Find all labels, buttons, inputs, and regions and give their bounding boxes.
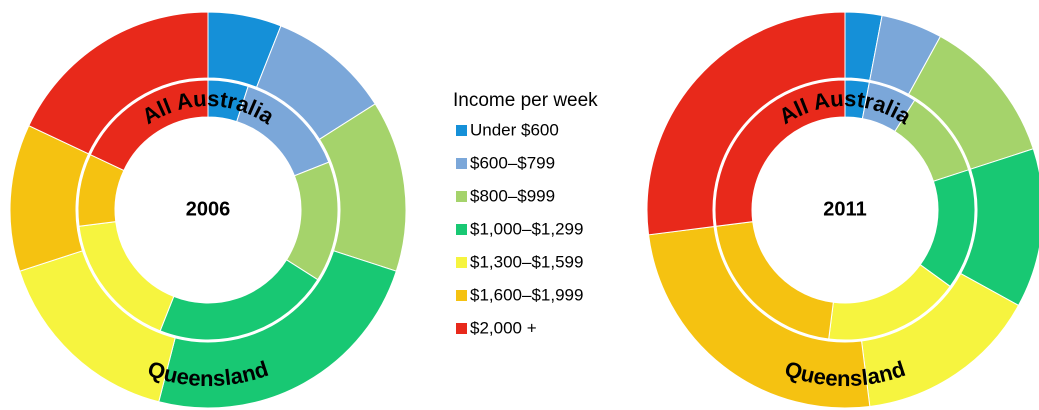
ring-segment [158, 250, 397, 409]
legend-label: $1,600–$1,999 [470, 285, 583, 304]
legend-label: $1,300–$1,599 [470, 252, 583, 271]
legend-swatch [456, 191, 467, 202]
legend-label: $800–$999 [470, 186, 555, 205]
legend-label: Under $600 [470, 120, 559, 139]
legend-swatch [456, 257, 467, 268]
ring-segment [646, 11, 846, 236]
legend-swatch [456, 290, 467, 301]
legend-label: $2,000 + [470, 318, 537, 337]
ring-segment [28, 11, 209, 155]
legend-title: Income per week [453, 90, 598, 111]
ring-segment [648, 225, 871, 409]
legend-label: $600–$799 [470, 153, 555, 172]
legend-label: $1,000–$1,299 [470, 219, 583, 238]
legend-swatch [456, 224, 467, 235]
legend-swatch [456, 323, 467, 334]
center-title: 2011 [823, 198, 866, 220]
ring-segment [714, 79, 846, 227]
legend-swatch [456, 158, 467, 169]
legend-swatch [456, 125, 467, 136]
ring-segment [89, 79, 209, 172]
center-title: 2006 [186, 198, 231, 220]
